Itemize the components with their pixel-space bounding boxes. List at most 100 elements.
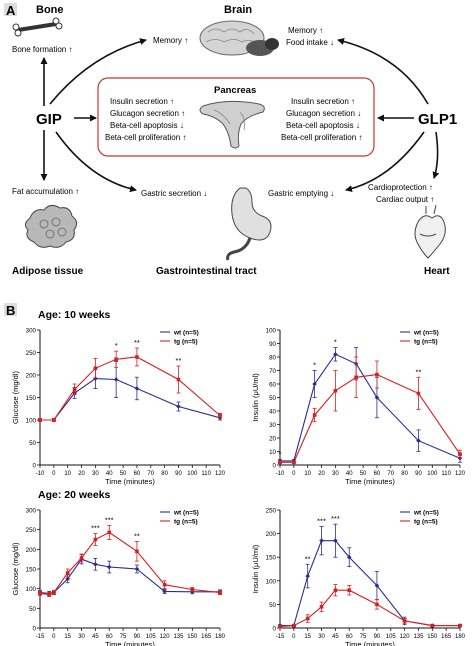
y-tick-label: 50 xyxy=(29,440,36,447)
y-tick-label: 150 xyxy=(26,567,37,574)
data-point xyxy=(93,366,98,371)
y-tick-label: 250 xyxy=(266,508,277,515)
panel-a-letter: A xyxy=(6,3,16,18)
data-point xyxy=(319,538,324,543)
arrow-glp1-brain xyxy=(337,38,429,105)
pancreas-right-effect-4: Beta-cell proliferation ↑ xyxy=(281,133,362,142)
series-line xyxy=(40,378,221,421)
data-point xyxy=(38,418,42,422)
y-tick-label: 50 xyxy=(269,395,276,402)
significance-marker: * xyxy=(115,341,118,350)
stomach-icon xyxy=(226,187,272,261)
x-tick-label: 15 xyxy=(64,634,71,640)
x-tick-label: 0 xyxy=(52,634,56,640)
x-tick-label: 30 xyxy=(332,471,339,477)
x-tick-label: 100 xyxy=(187,471,198,477)
legend-label: wt (n=5) xyxy=(173,510,199,517)
data-point xyxy=(106,564,112,570)
x-tick-label: 60 xyxy=(134,471,141,477)
pancreas-right-effect-2: Glucagon secretion ↓ xyxy=(286,109,361,118)
x-tick-label: -10 xyxy=(276,471,285,477)
arrow-gip-gi xyxy=(55,131,137,193)
x-tick-label: 135 xyxy=(413,634,424,640)
y-tick-label: 100 xyxy=(266,578,277,585)
y-tick-label: 20 xyxy=(269,436,276,443)
x-tick-label: 15 xyxy=(304,634,311,640)
data-point xyxy=(218,590,222,595)
series-line xyxy=(39,531,221,596)
x-tick-label: 80 xyxy=(161,471,168,477)
x-tick-label: 90 xyxy=(374,634,381,640)
x-tick-label: 165 xyxy=(441,634,452,640)
data-point xyxy=(176,404,181,409)
data-point xyxy=(354,375,358,380)
heart-effect-2: Cardiac output ↑ xyxy=(376,195,434,204)
brain-icon xyxy=(199,20,279,56)
x-tick-label: 135 xyxy=(173,634,184,640)
significance-marker: *** xyxy=(105,515,114,524)
age-10-label: Age: 10 weeks xyxy=(38,309,111,321)
y-tick-label: 300 xyxy=(26,328,37,335)
gi-label: Gastrointestinal tract xyxy=(156,266,257,277)
significance-marker: ** xyxy=(134,531,140,540)
legend-label: wt (n=5) xyxy=(413,510,439,517)
x-tick-label: 50 xyxy=(360,471,367,477)
gi-left-effect: Gastric secretion ↓ xyxy=(141,189,207,198)
x-tick-label: 165 xyxy=(201,634,212,640)
y-tick-label: 50 xyxy=(269,602,276,609)
y-tick-label: 30 xyxy=(269,422,276,429)
data-point xyxy=(305,616,310,621)
data-point xyxy=(458,623,462,628)
data-point xyxy=(416,438,421,443)
data-point xyxy=(375,372,379,377)
y-tick-label: 200 xyxy=(26,373,37,380)
y-tick-label: 100 xyxy=(26,586,37,593)
pancreas-left-effect-3: Beta-cell apoptosis ↓ xyxy=(110,121,184,130)
x-tick-label: 120 xyxy=(215,471,226,477)
pancreas-label: Pancreas xyxy=(214,85,256,96)
significance-marker: *** xyxy=(91,524,100,533)
bone-icon xyxy=(12,17,63,37)
data-point xyxy=(93,376,98,381)
x-tick-label: 40 xyxy=(346,471,353,477)
y-tick-label: 150 xyxy=(26,395,37,402)
x-tick-label: 70 xyxy=(387,471,394,477)
x-tick-label: 90 xyxy=(175,471,182,477)
x-tick-label: 10 xyxy=(64,471,71,477)
data-point xyxy=(278,624,282,629)
panel-b: B Age: 10 weeks Age: 20 weeks 0501001502… xyxy=(4,303,466,646)
x-tick-label: 150 xyxy=(187,634,198,640)
y-tick-label: 10 xyxy=(269,449,276,456)
heart-effect-1: Cardioprotection ↑ xyxy=(368,183,433,192)
data-point xyxy=(72,387,77,392)
significance-marker: ** xyxy=(416,367,422,376)
arrow-gip-brain xyxy=(49,38,147,105)
x-tick-label: 105 xyxy=(386,634,397,640)
y-tick-label: 200 xyxy=(266,531,277,538)
panel-b-letter-box xyxy=(4,303,17,316)
y-tick-label: 60 xyxy=(269,382,276,389)
data-point xyxy=(305,573,310,579)
data-point xyxy=(292,460,296,465)
x-tick-label: -15 xyxy=(36,634,45,640)
x-tick-label: -15 xyxy=(276,634,285,640)
legend-label: wt (n=5) xyxy=(413,330,439,337)
adipose-label: Adipose tissue xyxy=(12,266,84,277)
y-tick-label: 50 xyxy=(29,606,36,613)
data-point xyxy=(292,623,296,628)
series-line xyxy=(280,374,461,463)
x-tick-label: 110 xyxy=(201,471,211,477)
x-tick-label: 30 xyxy=(318,634,325,640)
x-tick-label: 0 xyxy=(52,471,56,477)
y-tick-label: 0 xyxy=(273,626,277,633)
pancreas-left-effect-4: Beta-cell proliferation ↑ xyxy=(105,133,186,142)
data-point xyxy=(52,590,56,595)
data-point xyxy=(346,554,352,560)
x-tick-label: 20 xyxy=(78,471,85,477)
y-tick-label: 70 xyxy=(269,368,276,375)
pancreas-left-effect-1: Insulin secretion ↑ xyxy=(110,97,174,106)
y-axis-label: Insulin (μU/ml) xyxy=(251,544,260,593)
arrow-glp1-gi xyxy=(345,131,425,193)
legend-label: tg (n=5) xyxy=(414,339,438,346)
